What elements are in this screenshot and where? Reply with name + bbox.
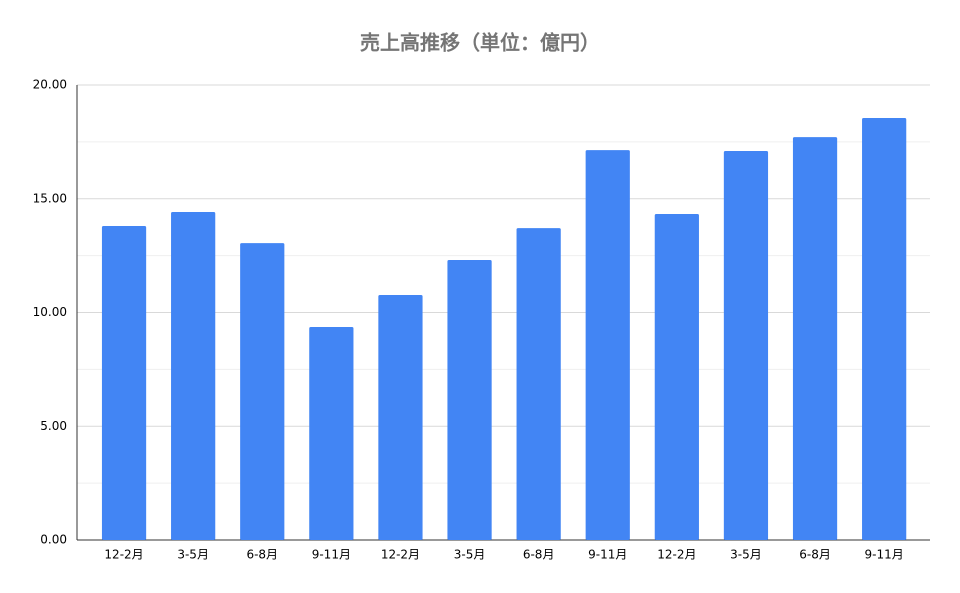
x-tick-label: 6-8月 (246, 548, 278, 562)
bar (862, 117, 907, 541)
x-tick-label: 3-5月 (730, 548, 762, 562)
y-tick-label: 5.00 (40, 419, 67, 433)
x-tick-label: 6-8月 (523, 548, 555, 562)
bar (723, 150, 769, 540)
bar (171, 211, 216, 540)
x-tick-label: 12-2月 (657, 548, 696, 562)
x-tick-label: 6-8月 (799, 548, 831, 562)
y-tick-label: 15.00 (33, 191, 67, 205)
x-tick-label: 9-11月 (312, 548, 351, 562)
x-tick-label: 3-5月 (454, 548, 486, 562)
bar (309, 327, 354, 540)
x-tick-label: 12-2月 (104, 548, 143, 562)
y-tick-label: 20.00 (33, 78, 67, 92)
x-tick-label: 9-11月 (588, 548, 627, 562)
y-tick-label: 10.00 (33, 305, 67, 319)
y-tick-label: 0.00 (40, 533, 67, 547)
bar (792, 137, 838, 540)
bar (240, 243, 285, 541)
bar (101, 226, 147, 541)
bar (516, 228, 561, 540)
x-tick-label: 3-5月 (177, 548, 209, 562)
bar (585, 150, 630, 540)
bar (378, 294, 423, 540)
bar (654, 213, 699, 540)
x-tick-label: 12-2月 (381, 548, 420, 562)
bar (447, 259, 492, 540)
chart-title: 売上高推移（単位：億円） (360, 31, 600, 55)
x-tick-label: 9-11月 (865, 548, 904, 562)
